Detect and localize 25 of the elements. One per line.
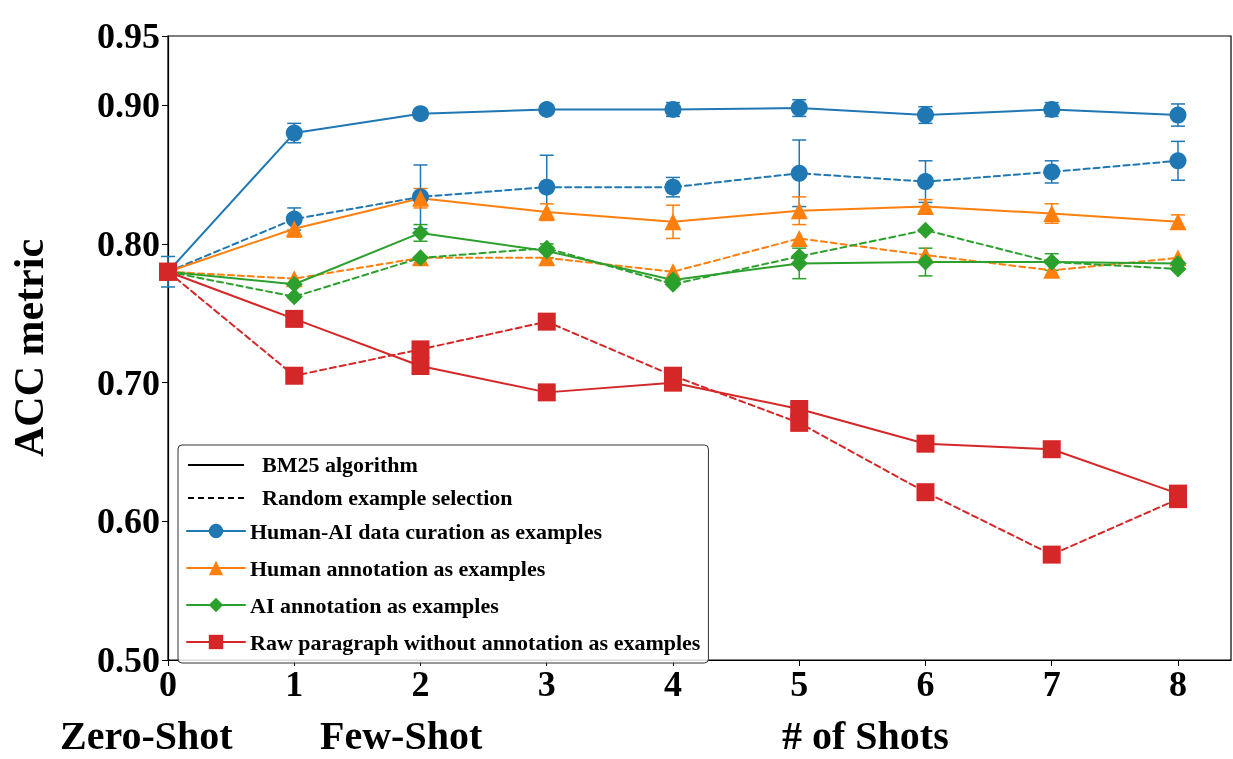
- y-tick-label: 0.80: [97, 224, 160, 264]
- legend-label: Raw paragraph without annotation as examples: [250, 629, 701, 655]
- text: Zero-Shot: [60, 712, 234, 758]
- x-tick-label: 3: [537, 664, 556, 704]
- x-axis-title: # of Shots: [782, 712, 949, 758]
- y-tick-label: 0.70: [97, 362, 160, 403]
- x-tick-label: 8: [1168, 664, 1187, 704]
- x-tick-label: 1: [285, 664, 304, 704]
- x-tick-label: 2: [411, 664, 430, 704]
- annotation: Random example selection: [262, 484, 513, 510]
- x-tick-label: 6: [916, 664, 935, 704]
- x-tick-label: 5: [790, 664, 809, 704]
- x-tick-label: 0: [159, 664, 177, 704]
- x-tick-label: 4: [663, 664, 682, 704]
- annotation: BM25 algorithm: [262, 451, 418, 477]
- legend-label: Human-AI data curation as examples: [250, 518, 603, 544]
- y-tick-label: 0.90: [97, 85, 160, 126]
- y-tick-label: 0.95: [97, 16, 160, 56]
- text: Few-Shot: [320, 712, 483, 758]
- x-tick-label: 7: [1042, 664, 1061, 704]
- legend-label: Human annotation as examples: [250, 555, 546, 581]
- legend-label: AI annotation as examples: [250, 592, 500, 618]
- y-tick-label: 0.50: [97, 640, 160, 680]
- y-axis-title: ACC metric: [6, 238, 52, 458]
- y-tick-label: 0.60: [97, 501, 160, 542]
